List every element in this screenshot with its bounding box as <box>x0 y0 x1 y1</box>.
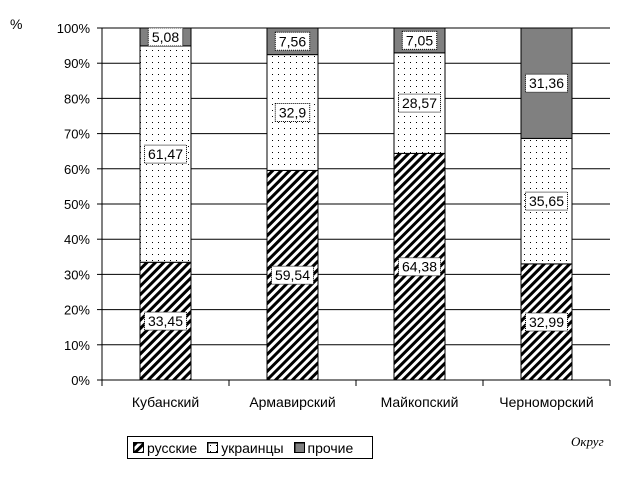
y-tick-label: 80% <box>64 91 90 106</box>
data-label-box <box>274 103 311 123</box>
y-tick-label: 20% <box>64 303 90 318</box>
data-label-box <box>274 31 311 51</box>
legend-swatch-hatch <box>133 442 144 453</box>
y-tick-label: 70% <box>64 127 90 142</box>
data-label: 59,54 <box>275 267 310 283</box>
y-tick-label: 0% <box>71 373 90 388</box>
data-label: 5,08 <box>152 29 179 45</box>
x-tick-label: Майкопский <box>381 394 459 410</box>
legend-item-ukrainians: украинцы <box>207 439 284 456</box>
legend-label: прочие <box>307 439 354 456</box>
x-tick-label: Кубанский <box>132 394 199 410</box>
data-label: 32,9 <box>279 105 306 121</box>
data-label-box <box>525 312 568 332</box>
legend-item-others: прочие <box>293 439 354 456</box>
x-axis-label: Округ <box>571 434 604 449</box>
data-label-box <box>525 191 568 211</box>
y-tick-label: 40% <box>64 232 90 247</box>
data-label: 28,57 <box>402 95 437 111</box>
y-tick-label: 50% <box>64 197 90 212</box>
data-label: 33,45 <box>148 313 183 329</box>
y-tick-label: 100% <box>57 21 91 36</box>
data-label: 32,99 <box>529 314 564 330</box>
data-label-box <box>398 257 441 277</box>
data-label-box <box>271 265 314 285</box>
x-tick-label: Армавирский <box>249 394 335 410</box>
y-tick-label: 30% <box>64 267 90 282</box>
data-label: 7,56 <box>279 33 306 49</box>
legend-swatch-solid <box>293 442 305 453</box>
legend-item-russians: русские <box>133 440 197 456</box>
x-tick-label: Черноморский <box>499 394 593 410</box>
data-label: 64,38 <box>402 259 437 275</box>
y-tick-label: 10% <box>64 338 90 353</box>
data-label-box <box>147 27 184 47</box>
legend: русские украинцы прочие <box>127 436 373 459</box>
legend-swatch-dots <box>207 442 219 453</box>
data-label: 31,36 <box>529 75 564 91</box>
data-label-box <box>144 144 187 164</box>
data-label-box <box>401 30 438 50</box>
legend-label: русские <box>147 439 198 456</box>
legend-label: украинцы <box>221 439 284 456</box>
data-label-box <box>525 73 568 93</box>
data-label-box <box>398 93 441 113</box>
y-axis-label: % <box>10 16 23 32</box>
y-tick-label: 60% <box>64 162 90 177</box>
y-tick-label: 90% <box>64 56 90 71</box>
data-label-box <box>144 311 187 331</box>
data-label: 61,47 <box>148 146 183 162</box>
data-label: 7,05 <box>406 32 433 48</box>
data-label: 35,65 <box>529 193 564 209</box>
